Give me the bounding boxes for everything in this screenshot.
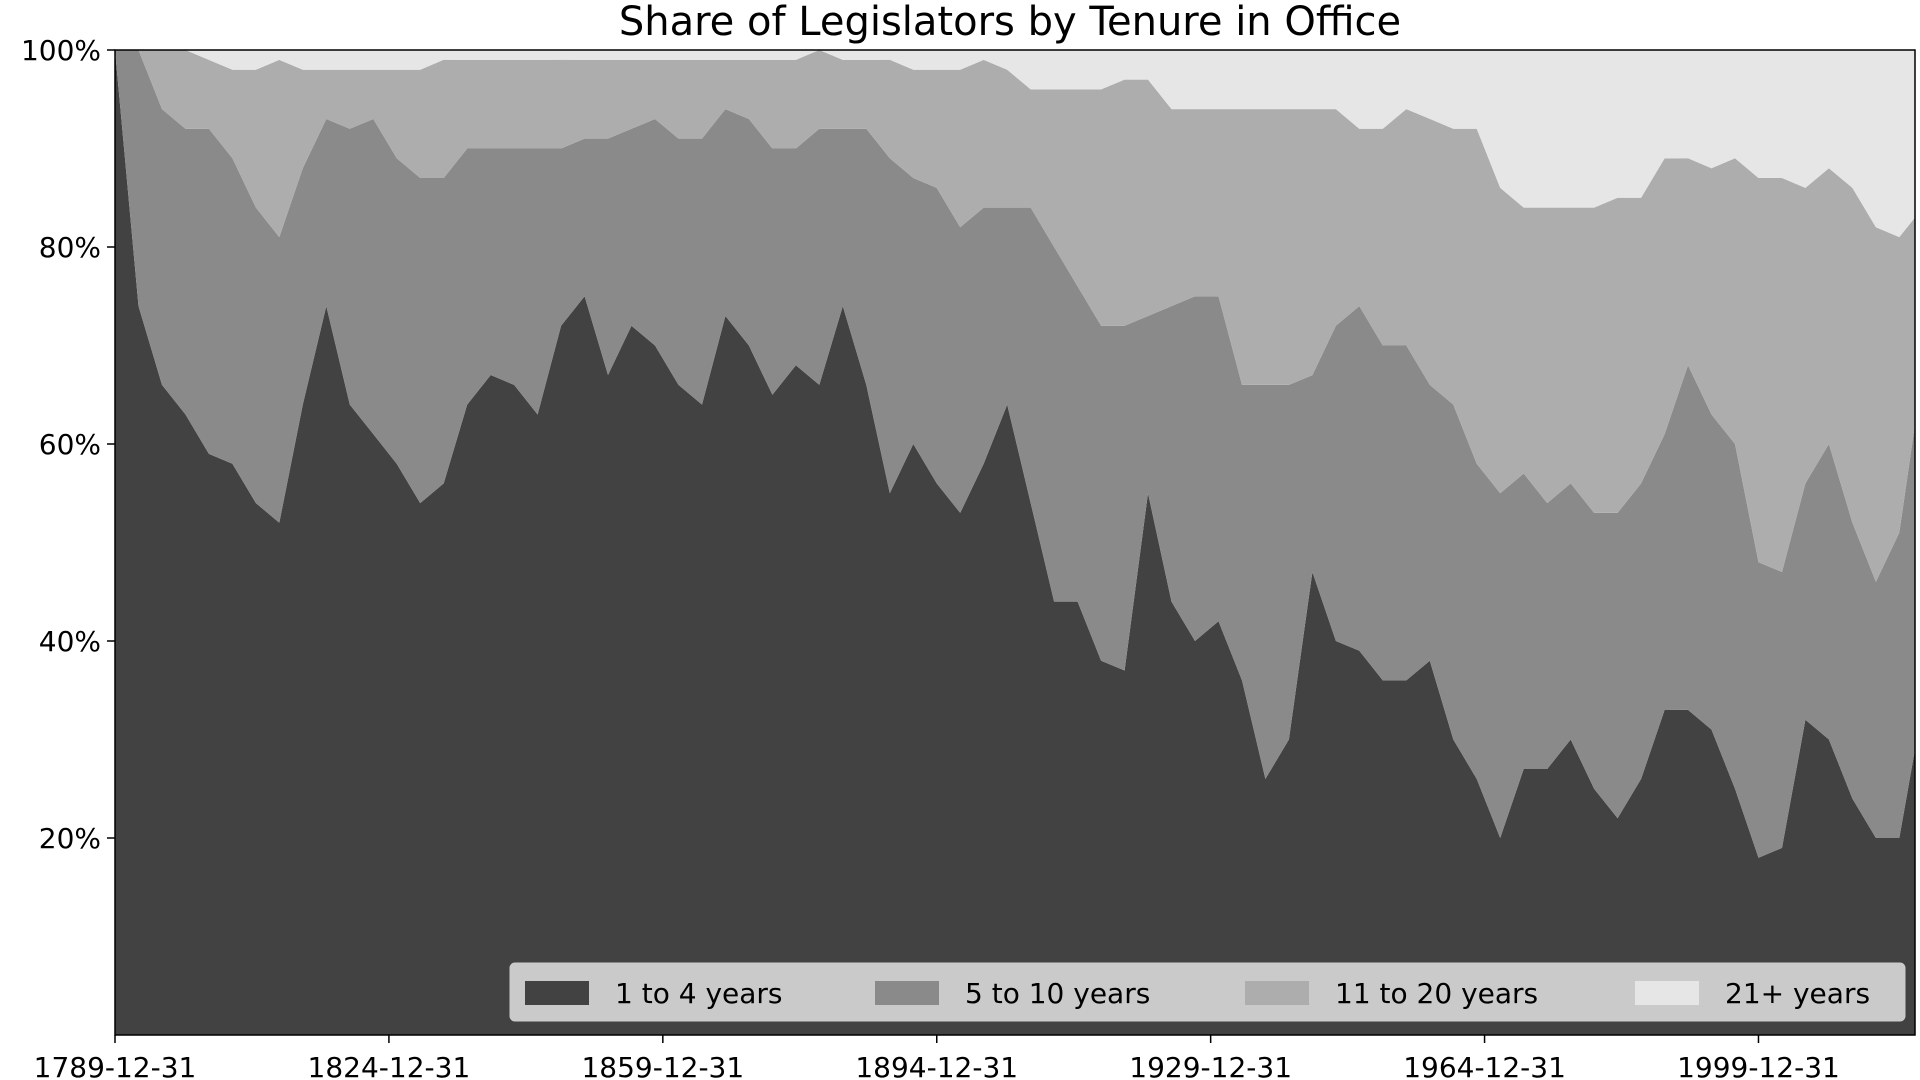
legend-swatch (1245, 981, 1309, 1005)
legend-label: 21+ years (1725, 977, 1870, 1010)
x-axis: 1789-12-31 1824-12-31 1859-12-31 1894-12-31… (34, 1035, 1840, 1080)
area-series-1-to-4-years (115, 50, 1915, 1035)
y-tick-label: 40% (39, 625, 101, 658)
area-series-11-to-20-years (115, 50, 1915, 582)
legend-swatch (875, 981, 939, 1005)
x-tick-label: 1929-12-31 (1129, 1051, 1292, 1080)
legend-box (509, 962, 1906, 1022)
legend-swatch (1635, 981, 1699, 1005)
y-tick-label: 60% (39, 428, 101, 461)
y-tick-label: 20% (39, 822, 101, 855)
chart-title: Share of Legislators by Tenure in Office (619, 0, 1401, 45)
legend-swatch (525, 981, 589, 1005)
y-axis: 20% 40% 60% 80% 100% (21, 34, 115, 855)
plot-frame (114, 49, 1916, 1036)
y-tick-label: 80% (39, 231, 101, 264)
x-tick-label: 1894-12-31 (855, 1051, 1018, 1080)
y-tick-label: 100% (21, 34, 101, 67)
x-tick-label: 1824-12-31 (308, 1051, 471, 1080)
x-tick-label: 1789-12-31 (34, 1051, 197, 1080)
area-series-group (115, 50, 1915, 1035)
legend-label: 5 to 10 years (965, 977, 1150, 1010)
legend: 1 to 4 years 5 to 10 years 11 to 20 years 2… (509, 962, 1906, 1022)
area-series-21-years (115, 50, 1915, 238)
x-tick-label: 1859-12-31 (581, 1051, 744, 1080)
legend-label: 1 to 4 years (615, 977, 783, 1010)
x-tick-label: 1964-12-31 (1403, 1051, 1566, 1080)
area-series-5-to-10-years (115, 50, 1915, 858)
legend-label: 11 to 20 years (1335, 977, 1538, 1010)
x-tick-label: 1999-12-31 (1677, 1051, 1840, 1080)
